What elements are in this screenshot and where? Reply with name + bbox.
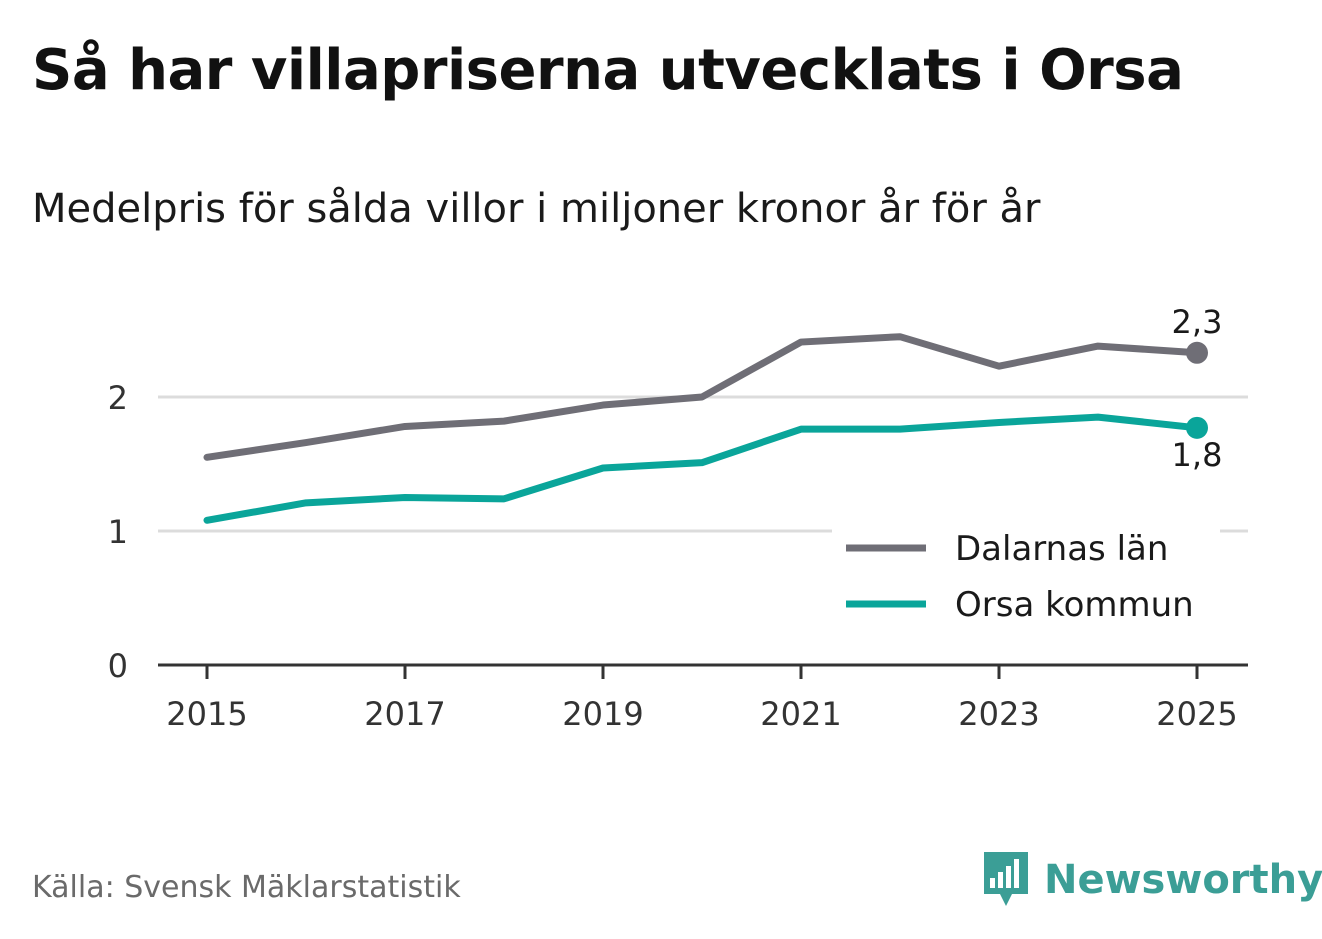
chart-subtitle: Medelpris för sålda villor i miljoner kr… xyxy=(32,186,1041,232)
series-line-dalarnas-lan xyxy=(203,333,1201,461)
x-tick-label: 2017 xyxy=(364,695,445,733)
end-point-marker xyxy=(1186,341,1208,364)
x-tick-label: 2021 xyxy=(760,695,841,733)
y-tick-label: 1 xyxy=(108,513,128,551)
chart-title: Så har villapriserna utvecklats i Orsa xyxy=(32,38,1184,103)
x-tick-label: 2023 xyxy=(958,695,1039,733)
end-point-marker xyxy=(1186,416,1208,439)
legend-label: Dalarnas län xyxy=(955,529,1168,569)
brand-name: Newsworthy xyxy=(1044,857,1322,903)
legend-label: Orsa kommun xyxy=(955,585,1194,625)
y-tick-label: 0 xyxy=(108,647,128,685)
legend-box xyxy=(832,522,1220,632)
brand-logo: Newsworthy xyxy=(982,850,1322,910)
end-value-label: 2,3 xyxy=(1172,303,1223,341)
newsworthy-logo-icon xyxy=(984,852,1028,906)
x-tick-label: 2019 xyxy=(562,695,643,733)
y-tick-label: 2 xyxy=(108,379,128,417)
line-chart: 0 1 2 2,3 1,8 2015 2017 2019 2021 2023 2025 Dalarna… xyxy=(108,303,1248,733)
end-value-label: 1,8 xyxy=(1172,436,1223,474)
source-text: Källa: Svensk Mäklarstatistik xyxy=(32,870,461,905)
series-line-orsa-kommun xyxy=(203,413,1201,524)
x-tick-label: 2015 xyxy=(166,695,247,733)
x-tick-label: 2025 xyxy=(1156,695,1237,733)
